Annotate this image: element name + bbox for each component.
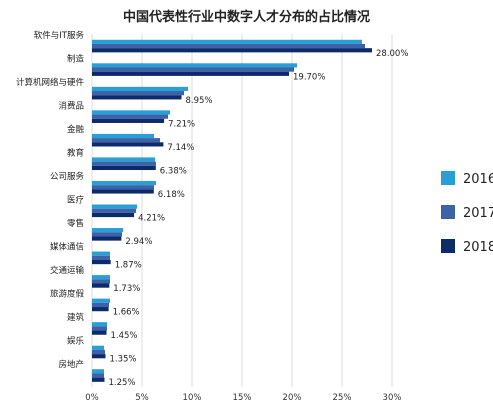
data-label: 28.00% (376, 49, 408, 59)
bar-2018 (92, 236, 122, 241)
bar-2017 (92, 326, 107, 331)
bar-2016 (92, 110, 170, 115)
category-label: 计算机网络与硬件 (16, 77, 85, 88)
bar-2016 (92, 86, 188, 92)
bar-2018 (92, 95, 182, 100)
bar-2016 (92, 298, 110, 303)
bar-2017 (92, 91, 184, 96)
category-label: 旅游度假 (50, 289, 85, 300)
bar-2017 (92, 114, 168, 119)
bar-2017 (92, 67, 294, 72)
bar-2016 (92, 345, 104, 350)
legend-label: 2017 (463, 206, 493, 221)
data-label: 1.25% (109, 378, 136, 388)
bar-2018 (92, 165, 156, 171)
bar-2016 (92, 251, 110, 256)
bar-2016 (92, 204, 137, 209)
x-tick-label: 15% (233, 393, 252, 403)
bar-2018 (92, 377, 105, 382)
bar-2018 (92, 307, 109, 312)
data-label: 6.38% (160, 166, 187, 176)
category-label: 公司服务 (50, 171, 85, 182)
legend-swatch-2017 (441, 205, 455, 219)
bar-2016 (92, 275, 110, 280)
bar-2017 (92, 373, 104, 378)
data-label: 1.73% (113, 284, 140, 294)
category-label: 零售 (67, 218, 84, 229)
bar-2016 (92, 39, 362, 44)
legend-label: 2018 (463, 240, 493, 255)
x-tick-label: 20% (283, 393, 302, 403)
data-label: 4.21% (138, 214, 165, 224)
bar-2016 (92, 157, 155, 162)
bar-2018 (92, 189, 154, 194)
bar-2018 (92, 212, 135, 218)
x-tick-label: 0% (85, 393, 99, 403)
bar-2017 (92, 349, 105, 355)
bar-2017 (92, 255, 110, 260)
data-label: 1.45% (111, 331, 138, 341)
bar-2018 (92, 330, 107, 335)
data-label: 1.87% (115, 261, 142, 271)
bar-2017 (92, 138, 160, 143)
category-label: 软件与IT服务 (34, 30, 85, 41)
category-label: 消费品 (58, 100, 84, 111)
chart-title: 中国代表性行业中数字人才分布的占比情况 (122, 10, 370, 25)
bar-2018 (92, 259, 111, 265)
data-label: 1.66% (113, 308, 140, 318)
category-label: 教育 (67, 147, 84, 158)
category-label: 媒体通信 (50, 242, 85, 253)
bar-2018 (92, 142, 164, 147)
bar-2018 (92, 283, 110, 288)
data-label: 8.95% (186, 96, 213, 106)
data-label: 6.18% (158, 190, 185, 200)
bar-2017 (92, 232, 122, 237)
bar-2016 (92, 133, 154, 139)
bar-2018 (92, 48, 372, 53)
bar-2016 (92, 63, 297, 68)
category-label: 房地产 (58, 359, 84, 370)
data-label: 19.70% (293, 72, 325, 82)
data-label: 2.94% (125, 237, 152, 247)
x-tick-label: 10% (183, 393, 202, 403)
x-tick-label: 25% (333, 393, 352, 403)
bar-2016 (92, 322, 107, 327)
category-label: 医疗 (67, 195, 85, 206)
legend-swatch-2018 (441, 239, 455, 253)
bar-2017 (92, 185, 154, 190)
bar-2017 (92, 279, 110, 284)
legend-swatch-2016 (441, 171, 455, 185)
x-tick-label: 30% (383, 393, 402, 403)
category-label: 娱乐 (67, 336, 85, 347)
bar-2016 (92, 180, 156, 186)
data-label: 1.35% (110, 355, 137, 365)
bar-2016 (92, 228, 123, 233)
category-label: 建筑 (67, 312, 85, 323)
bar-2018 (92, 354, 106, 359)
bar-2017 (92, 161, 156, 166)
legend-label: 2016 (463, 172, 493, 187)
bar-2017 (92, 208, 136, 213)
category-label: 金融 (67, 124, 85, 135)
category-label: 制造 (67, 53, 85, 64)
category-label: 交通运输 (50, 265, 85, 276)
data-label: 7.14% (167, 143, 194, 153)
bar-2018 (92, 71, 289, 76)
data-label: 7.21% (168, 119, 195, 129)
bar-2017 (92, 43, 365, 49)
bar-2017 (92, 302, 109, 308)
x-tick-label: 5% (135, 393, 149, 403)
bar-2016 (92, 369, 104, 374)
bar-2018 (92, 118, 165, 123)
